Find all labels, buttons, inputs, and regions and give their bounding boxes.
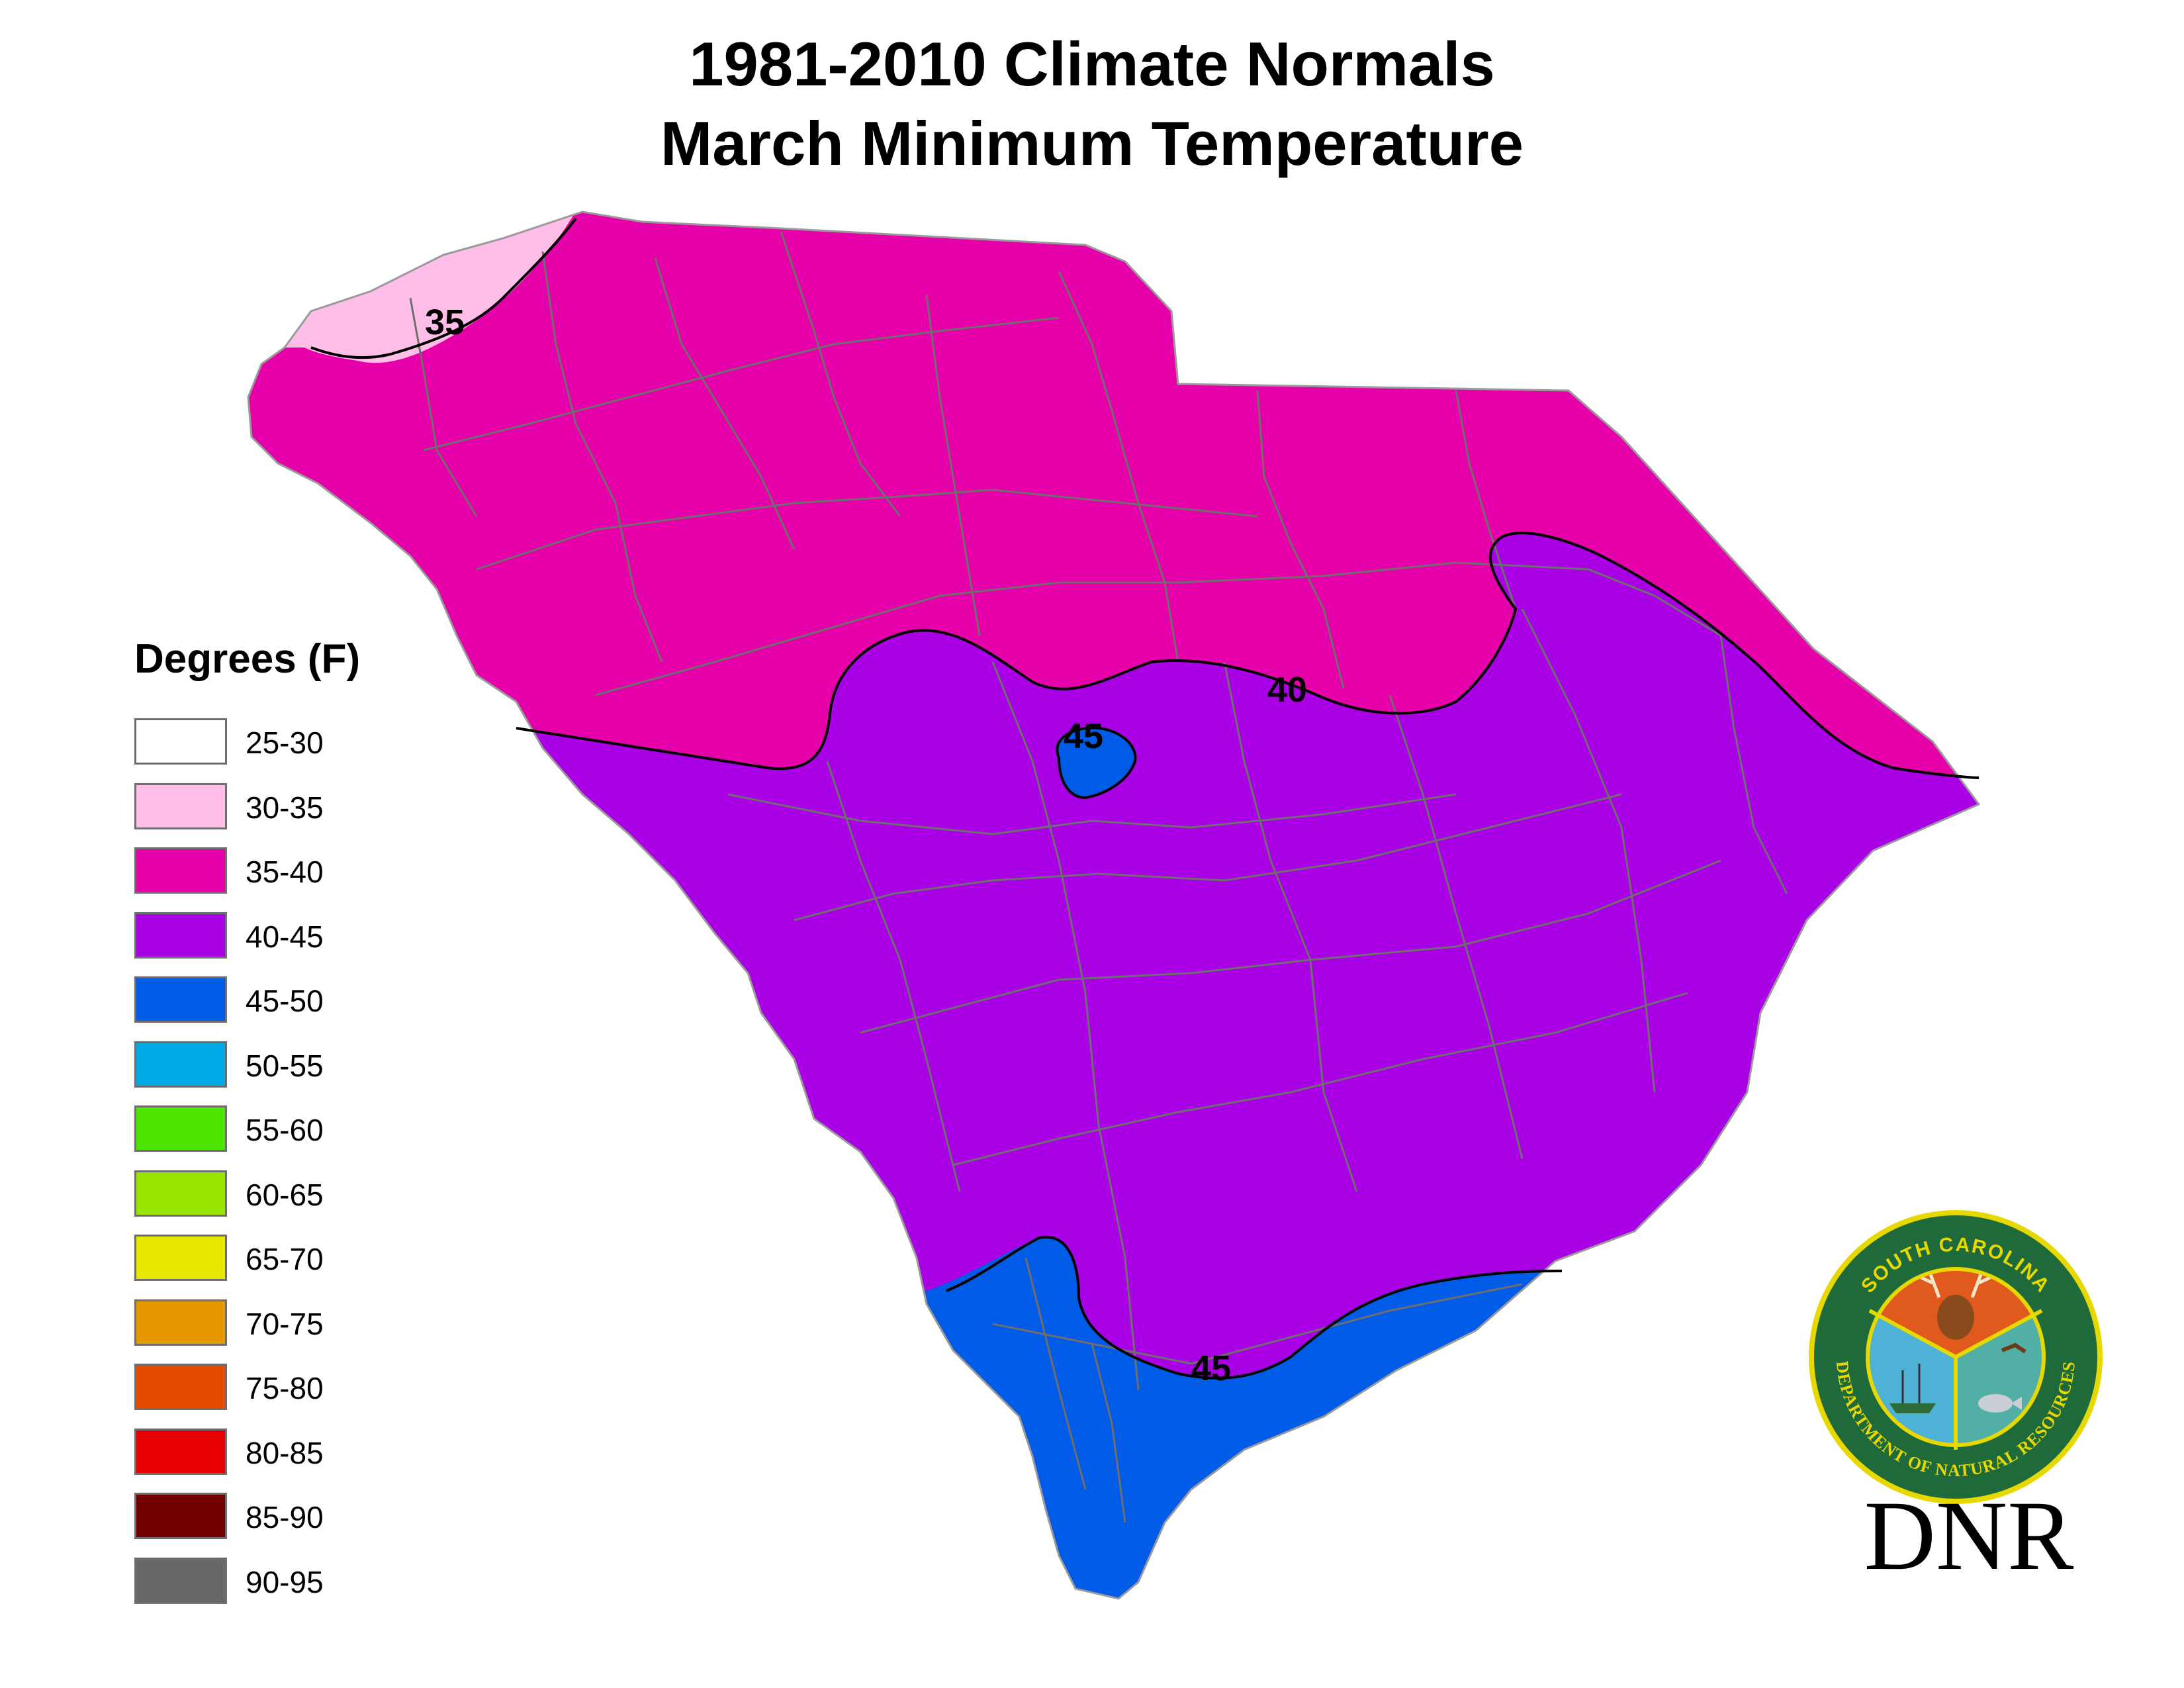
legend-item: 90-95: [134, 1557, 412, 1604]
county-boundaries: [409, 231, 1788, 1523]
isotherm-label-45-coast: 45: [1191, 1348, 1231, 1388]
isotherm-lines: [310, 217, 1979, 1380]
dnr-wordmark: DNR: [1864, 1481, 2074, 1591]
legend-label: 55-60: [246, 1113, 324, 1147]
legend-label: 30-35: [246, 790, 324, 825]
legend-item: 40-45: [134, 912, 412, 959]
legend-item: 50-55: [134, 1041, 412, 1088]
legend-item: 60-65: [134, 1170, 412, 1217]
legend-label: 75-80: [246, 1371, 324, 1405]
legend-swatch: [134, 718, 227, 765]
legend-swatch: [134, 1557, 227, 1604]
legend-swatch: [134, 912, 227, 959]
legend-item: 80-85: [134, 1428, 412, 1475]
isotherm-45-coast: [946, 1235, 1563, 1380]
isotherm-label-35: 35: [425, 303, 465, 342]
legend-label: 40-45: [246, 919, 324, 954]
isotherm-label-45-columbia: 45: [1064, 716, 1103, 756]
isotherm-labels: 35 40 45 45: [425, 303, 1307, 1388]
legend-label: 65-70: [246, 1242, 324, 1276]
legend-swatch: [134, 1170, 227, 1217]
isotherm-35: [310, 217, 577, 359]
scdnr-seal-logo: SOUTH CAROLINA DEPARTMENT OF NATURAL RES…: [1809, 1210, 2103, 1504]
legend-label: 60-65: [246, 1177, 324, 1212]
isotherm-label-40: 40: [1267, 670, 1307, 710]
legend-swatch: [134, 1364, 227, 1410]
shrimp-boat-icon: [1889, 1364, 1936, 1413]
legend-item: 45-50: [134, 976, 412, 1023]
legend-label: 90-95: [246, 1564, 324, 1599]
legend-swatch: [134, 1041, 227, 1088]
legend-heading: Degrees (F): [134, 636, 361, 682]
legend-item: 75-80: [134, 1364, 412, 1410]
legend-swatch: [134, 847, 227, 894]
legend-label: 35-40: [246, 855, 324, 889]
zone-45-50-columbia: [1057, 727, 1136, 798]
legend-label: 85-90: [246, 1500, 324, 1534]
legend-label: 45-50: [246, 984, 324, 1018]
legend-label: 25-30: [246, 726, 324, 760]
legend-swatch: [134, 1428, 227, 1475]
legend-swatch: [134, 976, 227, 1023]
legend-swatch: [134, 1299, 227, 1346]
legend-item: 35-40: [134, 847, 412, 894]
legend-item: 65-70: [134, 1235, 412, 1281]
legend-label: 80-85: [246, 1435, 324, 1470]
legend-item: 70-75: [134, 1299, 412, 1346]
fish-icon: [1978, 1394, 2022, 1413]
deer-icon: [1920, 1271, 1991, 1340]
legend-label: 50-55: [246, 1048, 324, 1083]
map-title-line1: 1981-2010 Climate Normals: [689, 29, 1495, 99]
legend-item: 85-90: [134, 1493, 412, 1539]
map-title-line2: March Minimum Temperature: [660, 109, 1524, 178]
isotherm-40: [516, 532, 1979, 779]
legend-item: 25-30: [134, 718, 412, 765]
legend-swatch: [134, 1105, 227, 1152]
legend-swatch: [134, 782, 227, 829]
legend-item: 55-60: [134, 1105, 412, 1152]
isotherm-45-columbia: [1056, 726, 1137, 800]
legend-swatch: [134, 1235, 227, 1281]
legend-item: 30-35: [134, 782, 412, 829]
bird-icon: [2001, 1342, 2026, 1354]
legend-swatch: [134, 1493, 227, 1539]
legend-label: 70-75: [246, 1306, 324, 1341]
